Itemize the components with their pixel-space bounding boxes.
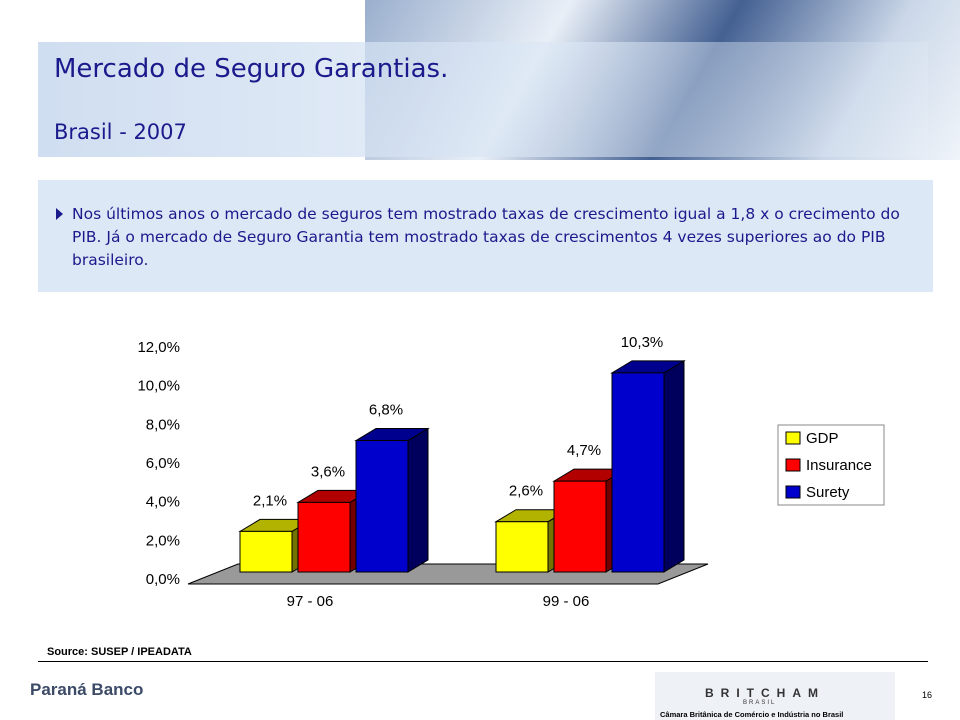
bar xyxy=(355,440,409,573)
subtitle: Brasil - 2007 xyxy=(54,120,187,144)
legend-swatch xyxy=(785,485,801,499)
title-box xyxy=(38,42,928,157)
legend-swatch xyxy=(785,458,801,472)
bar xyxy=(495,521,549,573)
bar-side xyxy=(407,427,429,573)
x-tick-label: 99 - 06 xyxy=(543,593,590,610)
britcham: BRITCHAM xyxy=(705,686,825,700)
value-label: 4,7% xyxy=(567,442,601,459)
bar xyxy=(297,501,351,573)
source: Source: SUSEP / IPEADATA xyxy=(47,646,192,658)
value-label: 3,6% xyxy=(311,463,345,480)
britcham-sub: BRASIL xyxy=(743,700,777,706)
bar-side xyxy=(663,359,685,573)
value-label: 2,6% xyxy=(509,483,543,500)
bar xyxy=(239,530,293,573)
britcham-box xyxy=(655,672,895,720)
y-tick-label: 4,0% xyxy=(146,494,180,511)
y-tick-label: 0,0% xyxy=(146,571,180,588)
y-tick-label: 2,0% xyxy=(146,532,180,549)
logo: Paraná Banco xyxy=(30,680,144,699)
legend-label: GDP xyxy=(806,430,839,447)
value-label: 2,1% xyxy=(253,492,287,509)
y-tick-label: 12,0% xyxy=(137,339,180,356)
britcham-caption: Câmara Britânica de Comércio e Indústria… xyxy=(660,710,844,719)
y-tick-label: 10,0% xyxy=(137,378,180,395)
bullet-box xyxy=(38,180,933,292)
y-tick-label: 8,0% xyxy=(146,416,180,433)
legend-label: Surety xyxy=(806,484,850,501)
title: Mercado de Seguro Garantias. xyxy=(54,54,449,84)
y-tick-label: 6,0% xyxy=(146,455,180,472)
bar xyxy=(553,480,607,573)
legend-swatch xyxy=(785,431,801,445)
bullet-text: Nos últimos anos o mercado de seguros te… xyxy=(72,205,900,269)
page-number: 16 xyxy=(922,690,933,700)
bar xyxy=(611,372,665,573)
value-label: 10,3% xyxy=(621,334,664,351)
value-label: 6,8% xyxy=(369,402,403,419)
legend-label: Insurance xyxy=(806,457,872,474)
x-tick-label: 97 - 06 xyxy=(287,593,334,610)
bullet-arrow xyxy=(56,208,63,220)
source-line xyxy=(38,661,928,662)
